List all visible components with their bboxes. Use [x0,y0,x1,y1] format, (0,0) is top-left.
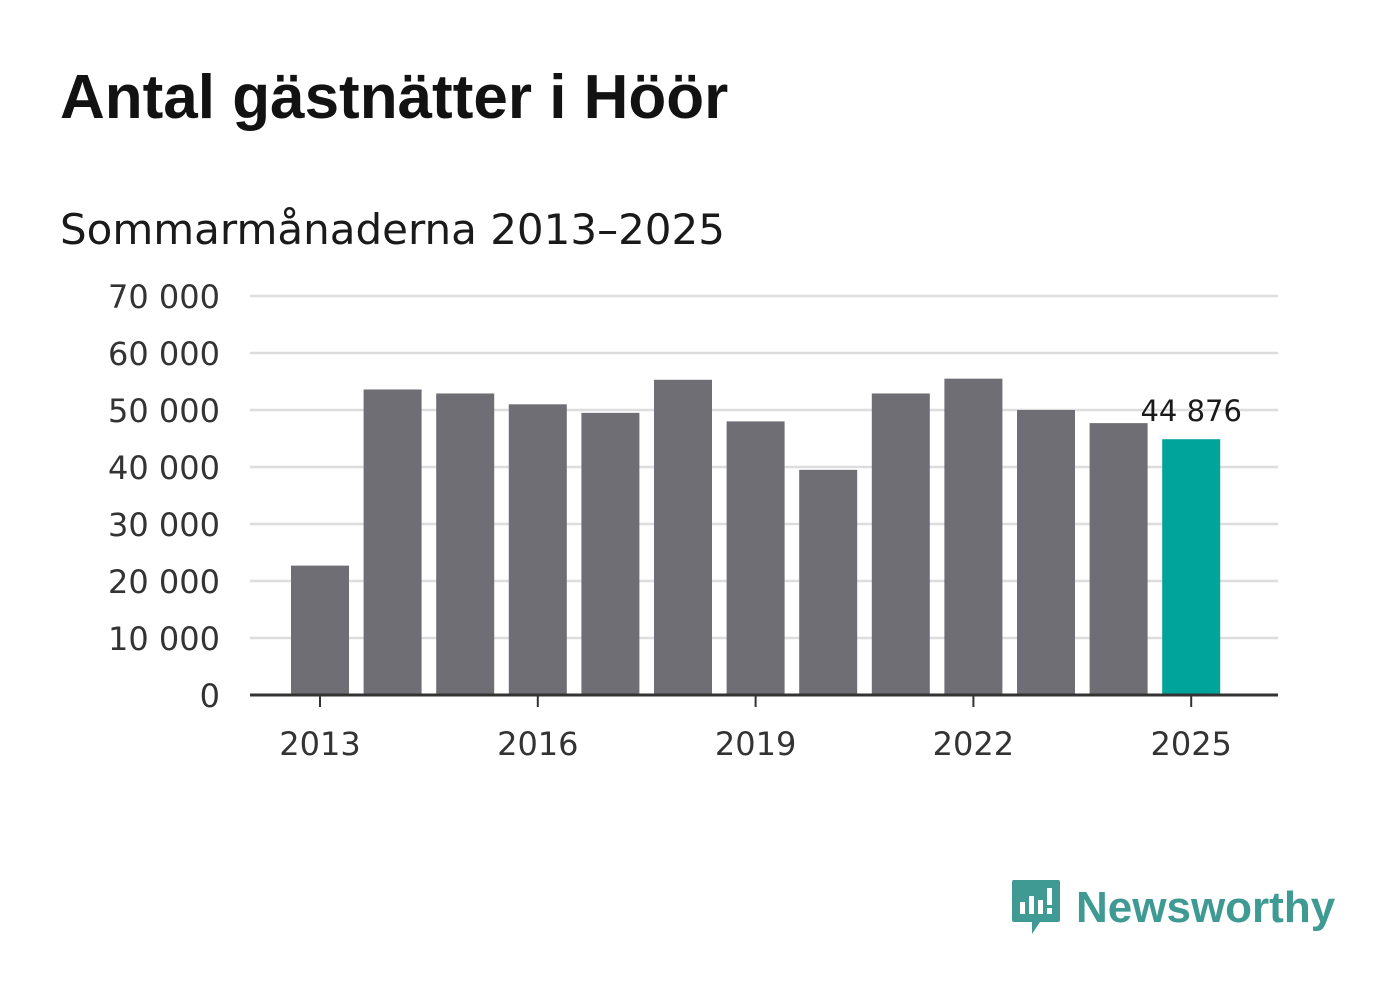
bar-2020 [799,469,858,695]
bar-2022 [944,378,1003,695]
brand-name: Newsworthy [1076,883,1336,932]
y-tick-label: 10 000 [108,620,220,658]
bar-2015 [436,393,495,695]
y-axis-labels: 0 10 000 20 000 30 000 40 000 50 000 60 000 70 … [108,278,220,715]
y-tick-label: 0 [200,677,220,715]
x-axis-labels: 2013 2016 2019 2022 2025 [279,725,1232,763]
bar-2017 [581,412,640,695]
y-tick-label: 50 000 [108,392,220,430]
bar-2025 [1162,439,1221,695]
bar-2019 [726,421,785,695]
bar-2023 [1017,410,1075,695]
x-axis [250,693,1278,707]
x-tick-label: 2019 [715,725,796,763]
bar-2013 [291,565,349,695]
x-tick-label: 2025 [1150,725,1231,763]
data-labels: 44 876 [1140,394,1241,428]
newsworthy-logo-icon [1012,880,1060,934]
y-tick-label: 70 000 [108,278,220,316]
x-tick-label: 2016 [497,725,578,763]
y-tick-label: 30 000 [108,506,220,544]
bar-2018 [654,379,712,695]
bar-2014 [363,389,422,695]
y-tick-label: 60 000 [108,335,220,373]
y-tick-label: 20 000 [108,563,220,601]
bar-2016 [508,404,567,695]
data-label: 44 876 [1140,394,1241,428]
y-tick-label: 40 000 [108,449,220,487]
chart-subtitle: Sommarmånaderna 2013–2025 [60,205,725,254]
bar-2021 [871,393,930,695]
x-tick-label: 2022 [933,725,1014,763]
x-tick-label: 2013 [279,725,360,763]
bar-2024 [1089,423,1148,695]
brand: Newsworthy [1010,878,1335,938]
bars [291,378,1221,695]
chart-title: Antal gästnätter i Höör [60,63,729,132]
